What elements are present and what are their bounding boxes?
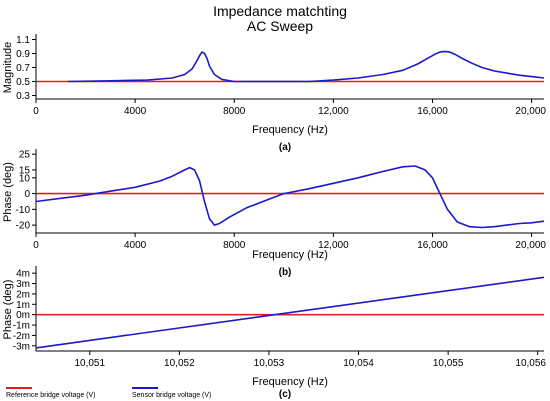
y-tick-label: 4m [16,269,30,280]
y-axis-label: Phase (deg) [2,280,14,340]
y-tick-label: 0.3 [16,91,30,102]
y-tick-label: 1m [16,300,30,311]
panel-sublabel: (c) [279,389,291,400]
sensor-series-line [68,50,545,83]
figure-title-line1: Impedance matchting [213,3,347,19]
chart-panels: 0 4000 8000 12,000 16,000 20,000 0.3 0.5 0.7 0.9 1… [2,34,546,400]
figure-title-line2: AC Sweep [247,18,313,34]
x-tick-label: 8000 [223,240,246,251]
y-tick-label: 0.9 [16,49,30,60]
x-tick-label: 10,054 [343,358,374,369]
y-tick-label: 1.1 [16,35,30,46]
x-tick-label: 16,000 [417,240,448,251]
x-axis-label: Frequency (Hz) [252,376,328,388]
x-tick-label: 10,052 [164,358,195,369]
y-axis-label: Magnitude [2,42,14,93]
legend: Reference bridge voltage (V) Sensor bridg… [6,387,211,399]
y-tick-label: 3m [16,279,30,290]
x-tick-label: 10,051 [74,358,105,369]
legend-label: Reference bridge voltage (V) [6,392,96,399]
sensor-series-line [35,165,545,229]
x-tick-label: 20,000 [515,106,546,117]
x-tick-label: 0 [33,240,39,251]
x-tick-label: 16,000 [417,106,448,117]
x-tick-label: 20,000 [515,240,546,251]
y-tick-label: 0.5 [16,77,30,88]
y-tick-label: 10 [19,173,31,184]
x-tick-label: 10,055 [433,358,464,369]
x-axis-label: Frequency (Hz) [252,249,328,261]
y-tick-label: 2m [16,289,30,300]
x-tick-label: 8000 [223,106,246,117]
chart-panel-3: 10,051 10,052 10,053 10,054 10,055 10,056-3m-… [2,266,546,400]
x-tick-label: 0 [33,106,39,117]
chart-panel-1: 0 4000 8000 12,000 16,000 20,000 0.3 0.5 0.7 0.9 1… [2,34,546,153]
y-tick-label: -3m [13,341,30,352]
x-tick-label: 12,000 [318,106,349,117]
x-tick-label: 4000 [124,106,147,117]
panel-sublabel: (a) [279,142,291,153]
sensor-series-line [35,276,545,349]
panel-sublabel: (b) [279,267,292,278]
y-tick-label: 25 [19,150,31,161]
y-tick-label: -2m [13,331,30,342]
x-axis-label: Frequency (Hz) [252,124,328,136]
y-tick-label: 15 [19,165,31,176]
y-tick-label: 0.7 [16,63,30,74]
y-axis-label: Phase (deg) [2,162,14,222]
x-tick-label: 10,056 [515,358,546,369]
x-tick-label: 4000 [124,240,147,251]
y-tick-label: 0 [24,189,30,200]
x-tick-label: 10,053 [254,358,285,369]
x-tick-label: 12,000 [318,240,349,251]
y-tick-label: 0m [16,310,30,321]
y-tick-label: -10 [16,205,31,216]
legend-label: Sensor bridge voltage (V) [132,392,211,399]
y-tick-label: -20 [16,221,31,232]
y-tick-label: -1m [13,321,30,332]
